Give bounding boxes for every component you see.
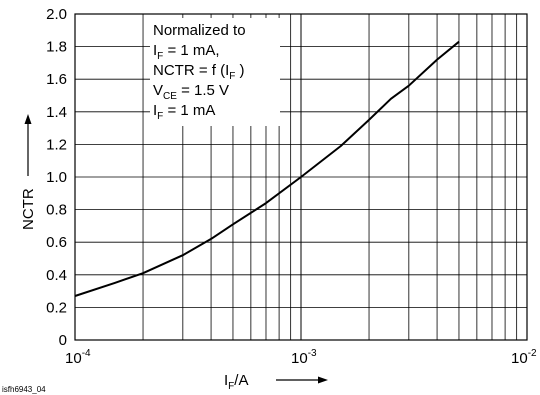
x-axis-label-group: IF/A	[224, 372, 328, 392]
annotation-line-5: IF = 1 mA	[153, 102, 215, 122]
y-tick-label: 1.2	[46, 136, 67, 153]
x-tick-label: 10-3	[291, 348, 317, 367]
x-tick-label: 10-2	[511, 348, 537, 367]
annotation-background	[150, 18, 280, 126]
y-axis-label-group: NCTR	[20, 114, 37, 230]
figure-id: isfh6943_04	[2, 385, 46, 394]
y-axis-arrow-head	[24, 114, 32, 124]
x-axis-label: IF/A	[224, 372, 248, 392]
y-tick-label: 0.6	[46, 234, 67, 251]
y-tick-label: 0	[59, 332, 67, 349]
y-axis-label: NCTR	[20, 188, 37, 230]
annotation-line-1: Normalized to	[153, 22, 246, 39]
y-tick-label: 2.0	[46, 6, 67, 23]
series-line	[74, 40, 460, 297]
x-tick-labels: 10-4 10-3 10-2	[65, 348, 537, 367]
series-group	[74, 40, 460, 297]
y-tick-label: 1.6	[46, 71, 67, 88]
y-tick-label: 1.8	[46, 39, 67, 56]
annotation-line-2: IF = 1 mA,	[153, 42, 220, 62]
plot-frame	[74, 13, 528, 341]
y-tick-label: 0.8	[46, 202, 67, 219]
annotation-line-4: VCE = 1.5 V	[153, 82, 229, 102]
y-tick-labels: 0 0.2 0.4 0.6 0.8 1.0 1.2 1.4 1.6 1.8 2.0	[46, 6, 67, 349]
y-tick-label: 1.0	[46, 169, 67, 186]
annotation: Normalized to IF = 1 mA, NCTR = f (IF ) …	[153, 22, 246, 122]
x-tick-label: 10-4	[65, 348, 91, 367]
y-tick-label: 0.4	[46, 267, 67, 284]
y-tick-label: 1.4	[46, 104, 67, 121]
annotation-line-3: NCTR = f (IF )	[153, 62, 245, 82]
x-axis-arrow-head	[318, 376, 328, 384]
y-tick-label: 0.2	[46, 299, 67, 316]
